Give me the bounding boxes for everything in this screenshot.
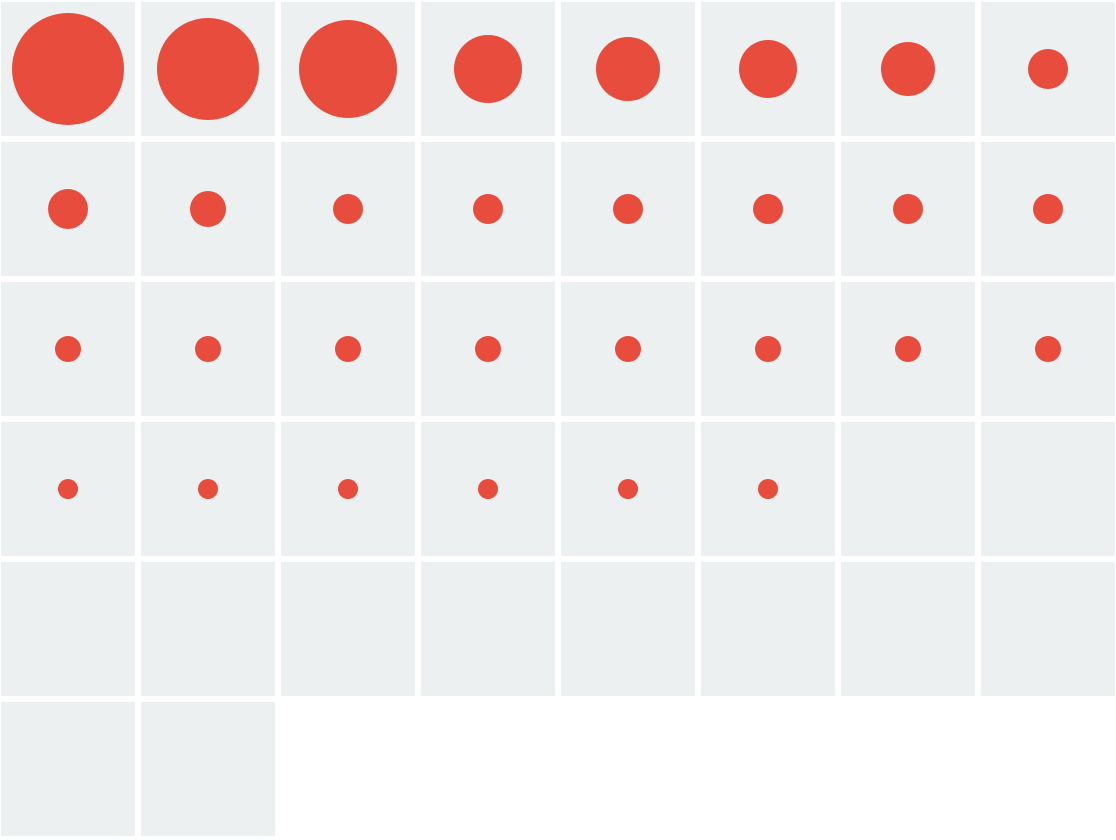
bubble-marker bbox=[755, 336, 781, 362]
grid-cell bbox=[841, 2, 975, 136]
bubble-marker bbox=[613, 194, 643, 224]
bubble-marker bbox=[893, 194, 923, 224]
grid-cell bbox=[841, 562, 975, 696]
grid-cell bbox=[561, 2, 695, 136]
grid-cell bbox=[701, 2, 835, 136]
grid-cell bbox=[141, 562, 275, 696]
grid-cell bbox=[281, 142, 415, 276]
grid-cell bbox=[561, 422, 695, 556]
grid-cell bbox=[1, 562, 135, 696]
grid-cell bbox=[561, 282, 695, 416]
bubble-marker bbox=[195, 336, 221, 362]
bubble-marker bbox=[157, 18, 259, 120]
grid-cell bbox=[281, 282, 415, 416]
bubble-marker bbox=[1033, 194, 1063, 224]
grid-cell bbox=[981, 422, 1115, 556]
grid-cell bbox=[1, 142, 135, 276]
grid-cell bbox=[701, 562, 835, 696]
grid-cell bbox=[281, 562, 415, 696]
grid-cell bbox=[701, 282, 835, 416]
bubble-marker bbox=[475, 336, 501, 362]
grid-cell bbox=[1, 702, 135, 836]
grid-cell bbox=[421, 562, 555, 696]
bubble-marker bbox=[895, 336, 921, 362]
grid-cell bbox=[981, 562, 1115, 696]
grid-cell bbox=[701, 142, 835, 276]
bubble-marker bbox=[753, 194, 783, 224]
bubble-marker bbox=[338, 479, 358, 499]
grid-cell bbox=[421, 2, 555, 136]
grid-cell bbox=[981, 142, 1115, 276]
bubble-marker bbox=[739, 40, 797, 98]
bubble-marker bbox=[299, 20, 397, 118]
bubble-marker bbox=[473, 194, 503, 224]
bubble-marker bbox=[478, 479, 498, 499]
bubble-marker bbox=[1035, 336, 1061, 362]
bubble-marker bbox=[596, 37, 660, 101]
bubble-marker bbox=[58, 479, 78, 499]
grid-cell bbox=[981, 2, 1115, 136]
bubble-marker bbox=[758, 479, 778, 499]
grid-cell bbox=[141, 702, 275, 836]
bubble-marker bbox=[12, 13, 124, 125]
grid-cell bbox=[1, 282, 135, 416]
bubble-marker bbox=[48, 189, 88, 229]
grid-cell bbox=[421, 142, 555, 276]
grid-cell bbox=[981, 282, 1115, 416]
grid-cell bbox=[561, 562, 695, 696]
grid-cell bbox=[141, 142, 275, 276]
bubble-marker bbox=[615, 336, 641, 362]
grid-cell bbox=[141, 2, 275, 136]
grid-cell bbox=[701, 422, 835, 556]
grid-cell bbox=[141, 422, 275, 556]
grid-cell bbox=[841, 282, 975, 416]
grid-cell bbox=[841, 422, 975, 556]
bubble-marker bbox=[1028, 49, 1068, 89]
bubble-marker bbox=[190, 191, 226, 227]
bubble-marker bbox=[618, 479, 638, 499]
bubble-marker bbox=[55, 336, 81, 362]
grid-cell bbox=[421, 282, 555, 416]
bubble-marker bbox=[335, 336, 361, 362]
grid-cell bbox=[1, 422, 135, 556]
bubble-marker bbox=[198, 479, 218, 499]
grid-cell bbox=[281, 422, 415, 556]
grid-cell bbox=[561, 142, 695, 276]
bubble-marker bbox=[454, 35, 522, 103]
grid-cell bbox=[1, 2, 135, 136]
grid-cell bbox=[141, 282, 275, 416]
bubble-marker bbox=[333, 194, 363, 224]
grid-cell bbox=[281, 2, 415, 136]
grid-cell bbox=[841, 142, 975, 276]
bubble-marker bbox=[881, 42, 935, 96]
grid-cell bbox=[421, 422, 555, 556]
